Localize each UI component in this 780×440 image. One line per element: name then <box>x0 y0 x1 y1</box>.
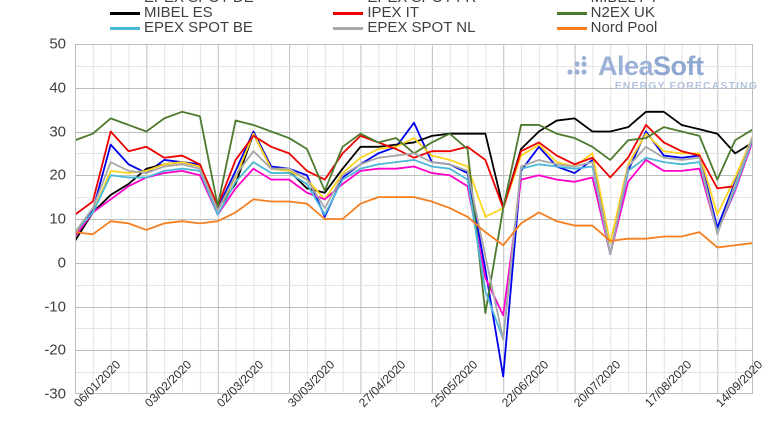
series-line-epex-spot-nl <box>74 134 754 341</box>
x-tick-label: 14/09/2020 <box>713 357 766 410</box>
x-tick-label: 02/03/2020 <box>213 357 267 410</box>
legend-item-ipex-it[interactable]: IPEX IT <box>333 5 556 21</box>
x-tick-label: 03/02/2020 <box>142 357 195 410</box>
plot-area <box>74 44 754 395</box>
legend-item-mibel-es[interactable]: MIBEL ES <box>110 5 333 21</box>
series-line-ipex-it <box>74 124 754 216</box>
legend-item-epex-spot-de[interactable]: EPEX SPOT DE <box>110 0 333 6</box>
x-tick-label: 06/01/2020 <box>71 357 124 410</box>
legend-label-epex-spot-de: EPEX SPOT DE <box>144 0 254 6</box>
legend-row-2: MIBEL ES IPEX IT N2EX UK <box>0 5 780 21</box>
x-tick-label: 30/03/2020 <box>285 357 338 410</box>
legend-swatch-mibel-es <box>110 11 140 15</box>
x-tick-label: 25/05/2020 <box>427 357 481 410</box>
chart-legend: EPEX SPOT DE EPEX SPOT FR MIBEL PT MIBEL… <box>0 0 780 36</box>
series-line-epex-spot-fr <box>74 132 754 244</box>
y-tick-label: 40 <box>49 79 66 97</box>
y-tick-label: -10 <box>44 298 66 315</box>
legend-row-3: EPEX SPOT BE EPEX SPOT NL Nord Pool <box>0 20 780 36</box>
legend-swatch-ipex-it <box>333 11 364 15</box>
legend-item-mibel-pt[interactable]: MIBEL PT <box>557 0 780 6</box>
legend-label-mibel-pt: MIBEL PT <box>591 0 659 6</box>
legend-label-n2ex-uk: N2EX UK <box>590 4 655 21</box>
legend-label-ipex-it: IPEX IT <box>367 4 420 21</box>
y-axis-labels: 50 40 30 20 10 0 -10 -20 -30 <box>0 0 72 440</box>
legend-label-nord-pool: Nord Pool <box>590 19 658 36</box>
y-tick-label: 0 <box>57 254 66 272</box>
x-tick-label: 22/06/2020 <box>499 357 552 410</box>
legend-item-epex-spot-be[interactable]: EPEX SPOT BE <box>110 20 333 36</box>
plot-svg <box>74 44 754 395</box>
series-line-mibel-pt <box>74 139 754 317</box>
x-tick-label: 17/08/2020 <box>641 357 695 410</box>
series-line-epex-spot-be <box>74 137 754 341</box>
legend-item-n2ex-uk[interactable]: N2EX UK <box>556 4 780 21</box>
y-tick-label: 20 <box>49 166 66 184</box>
legend-row-1: EPEX SPOT DE EPEX SPOT FR MIBEL PT <box>0 0 780 6</box>
series-line-nord-pool <box>74 196 754 249</box>
y-tick-label: 50 <box>49 35 66 53</box>
y-tick-label: -20 <box>44 341 66 359</box>
plot-border <box>75 44 753 394</box>
legend-swatch-nord-pool <box>556 26 587 30</box>
legend-item-nord-pool[interactable]: Nord Pool <box>556 19 780 36</box>
legend-label-epex-spot-nl: EPEX SPOT NL <box>367 19 476 36</box>
y-tick-label: 30 <box>49 123 66 140</box>
y-tick-label: -30 <box>44 385 66 403</box>
x-tick-label: 20/07/2020 <box>570 357 623 410</box>
legend-label-mibel-es: MIBEL ES <box>144 4 213 21</box>
legend-label-epex-spot-fr: EPEX SPOT FR <box>367 0 476 6</box>
legend-swatch-epex-spot-nl <box>333 26 364 30</box>
legend-swatch-epex-spot-be <box>110 26 140 30</box>
legend-label-epex-spot-be: EPEX SPOT BE <box>144 19 253 36</box>
y-tick-label: 10 <box>49 210 66 228</box>
legend-item-epex-spot-fr[interactable]: EPEX SPOT FR <box>333 0 556 6</box>
x-tick-label: 27/04/2020 <box>356 357 409 410</box>
legend-swatch-n2ex-uk <box>556 11 587 15</box>
grid-lines <box>75 44 754 395</box>
legend-item-epex-spot-nl[interactable]: EPEX SPOT NL <box>333 20 556 36</box>
